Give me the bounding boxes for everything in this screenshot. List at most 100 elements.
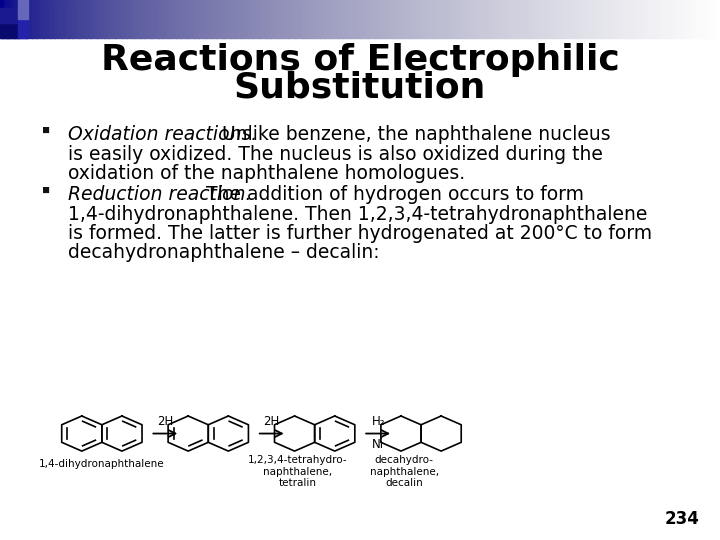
Bar [223,0,228,38]
Bar [40,0,44,38]
Bar [716,0,720,38]
Bar [4,0,8,38]
Bar [0,15,18,38]
Bar [425,0,429,38]
Bar [101,0,105,38]
Bar [364,0,368,38]
Bar [544,0,548,38]
Text: is easily oxidized. The nucleus is also oxidized during the: is easily oxidized. The nucleus is also … [68,145,603,164]
Bar [598,0,602,38]
Bar [90,0,94,38]
Bar [400,0,404,38]
Bar [706,0,710,38]
Bar [655,0,660,38]
Text: oxidation of the naphthalene homologues.: oxidation of the naphthalene homologues. [68,164,465,183]
Bar [612,0,616,38]
Bar [220,0,224,38]
Bar [259,0,264,38]
Bar [490,0,494,38]
Bar [576,0,580,38]
Bar [227,0,231,38]
Bar [508,0,512,38]
Bar [410,0,415,38]
Text: 2H: 2H [264,415,280,428]
Text: H₂: H₂ [372,415,385,428]
Bar [104,0,109,38]
Bar [378,0,382,38]
Text: 1,4-dihydronaphthalene. Then 1,2,3,4-tetrahydronaphthalene: 1,4-dihydronaphthalene. Then 1,2,3,4-tet… [68,205,647,224]
Bar [256,0,260,38]
Bar [500,0,505,38]
Bar [446,0,451,38]
Bar [140,0,145,38]
Bar [616,0,620,38]
Bar [148,0,152,38]
Bar [360,0,364,38]
Bar [158,0,163,38]
Bar [385,0,390,38]
Bar [590,0,595,38]
Bar [191,0,195,38]
Text: 1,2,3,4-tetrahydro-
naphthalene,
tetralin: 1,2,3,4-tetrahydro- naphthalene, tetrali… [248,455,348,488]
Bar [583,0,588,38]
Bar [202,0,206,38]
Bar [162,0,166,38]
Bar [670,0,674,38]
Bar [173,0,177,38]
Bar [115,0,120,38]
Bar [648,0,652,38]
Bar [407,0,411,38]
Bar [11,0,15,38]
Bar [313,0,318,38]
Bar [421,0,426,38]
Bar [25,0,30,38]
Bar [644,0,649,38]
Bar [209,0,213,38]
Bar [112,0,116,38]
Bar [342,0,346,38]
Bar [65,0,69,38]
Bar [306,0,310,38]
Bar [234,0,238,38]
Bar [18,0,22,38]
Bar [396,0,400,38]
Bar [338,0,343,38]
Bar [587,0,591,38]
Bar [572,0,577,38]
Bar [245,0,249,38]
Bar [133,0,138,38]
Bar [608,0,613,38]
Bar [486,0,490,38]
Text: 2H: 2H [157,415,174,428]
Bar [698,0,703,38]
Bar [54,0,58,38]
Bar [76,0,80,38]
Bar [108,0,112,38]
Bar [0,8,18,23]
Bar [389,0,393,38]
Bar [7,0,12,38]
Bar [18,0,28,19]
Bar [652,0,656,38]
Bar [328,0,332,38]
Bar [518,0,523,38]
Bar [439,0,444,38]
Bar [634,0,638,38]
Bar [414,0,418,38]
Bar [72,0,76,38]
Bar [86,0,91,38]
Text: is formed. The latter is further hydrogenated at 200°C to form: is formed. The latter is further hydroge… [68,224,652,243]
Bar [695,0,699,38]
Bar [371,0,375,38]
Bar [526,0,530,38]
Bar [626,0,631,38]
Bar [130,0,134,38]
Text: ◾: ◾ [42,185,50,195]
Bar [198,0,202,38]
Bar [230,0,235,38]
Bar [533,0,537,38]
Bar [457,0,462,38]
Bar [428,0,433,38]
Bar [288,0,292,38]
Bar [241,0,246,38]
